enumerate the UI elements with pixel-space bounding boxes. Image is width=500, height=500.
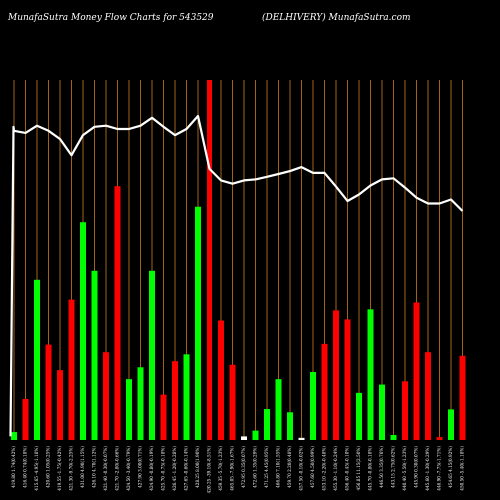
- x-tick-labels: 419.80 1.74(0.42%) 416.40 0.74(0.18%) 415.…: [11, 446, 465, 494]
- x-tick-label: 459.70 2.20(0.48%): [287, 446, 292, 488]
- bar: [367, 309, 374, 440]
- x-tick-label: 427.90 3.00(0.71%): [138, 446, 143, 488]
- x-tick-label: 457.50 -0.10(-0.02%): [299, 446, 304, 491]
- bar: [137, 367, 144, 440]
- x-tick-label: 420.25 -39.10(-8.51%): [207, 446, 212, 494]
- bar: [57, 370, 63, 440]
- bar: [413, 302, 420, 440]
- chart-header-left: MunafaSutra Money Flow Charts for 543529: [7, 13, 214, 23]
- bar: [287, 412, 293, 440]
- bar: [321, 343, 328, 440]
- bar: [264, 409, 270, 440]
- bar: [45, 344, 52, 440]
- bar: [91, 270, 98, 440]
- x-tick-label: 443.15 2.75(0.62%): [391, 446, 396, 488]
- x-tick-label: 421.40 -0.30(-0.07%): [103, 446, 108, 491]
- x-tick-label: 471.25 4.45(0.95%): [264, 446, 269, 488]
- x-tick-label: 421.30 -9.70(-2.25%): [69, 446, 74, 491]
- x-tick-label: 446.90 -7.75(-1.71%): [437, 446, 442, 491]
- x-tick-label: 427.65 -0.60(-0.14%): [184, 446, 189, 491]
- bar: [459, 355, 466, 440]
- bar: [275, 379, 282, 440]
- x-tick-label: 466.80 7.10(1.55%): [276, 446, 281, 488]
- price-line: [9, 114, 464, 437]
- bar: [448, 409, 454, 440]
- x-tick-label: 472.60 1.35(0.29%): [253, 446, 258, 488]
- bar: [379, 384, 385, 440]
- x-tick-label: 424.50 -3.40(-0.79%): [126, 446, 131, 491]
- bar: [229, 364, 236, 440]
- x-tick-label: 431.00 4.90(1.15%): [80, 446, 85, 488]
- bar: [298, 437, 305, 440]
- x-tick-label: 421.70 -2.80(-0.66%): [115, 446, 120, 491]
- x-tick-label: 419.80 1.74(0.42%): [11, 446, 16, 488]
- x-tick-label: 420.60 1.05(0.25%): [46, 446, 51, 488]
- x-tick-label: 450.50 -5.40(-1.18%): [460, 446, 465, 491]
- x-tick-label: 440.40 -5.50(-1.23%): [402, 446, 407, 491]
- bars: [11, 80, 466, 440]
- bar: [310, 371, 316, 440]
- bar: [22, 398, 29, 440]
- price-line-path: [9, 114, 464, 437]
- x-tick-label: 428.25 8.00(1.90%): [195, 446, 200, 488]
- x-tick-label: 415.65 -4.95(-1.18%): [34, 446, 39, 491]
- x-tick-label: 445.60 -1.30(-0.29%): [425, 446, 430, 491]
- bar: [402, 381, 408, 440]
- x-tick-label: 455.30 -1.10(-0.24%): [333, 446, 338, 491]
- bar: [207, 80, 212, 440]
- x-tick-label: 424.90 -0.80(-0.19%): [149, 446, 154, 491]
- x-tick-label: 416.40 0.74(0.18%): [23, 446, 28, 488]
- bar: [390, 434, 397, 440]
- bar: [195, 206, 201, 440]
- bar: [333, 310, 339, 440]
- chart-header-right: (DELHIVERY) MunafaSutra.com: [262, 12, 411, 23]
- x-tick-label: 472.95 0.35(0.07%): [241, 446, 246, 488]
- x-tick-label: 456.40 -0.45(-0.10%): [345, 446, 350, 491]
- bar: [68, 299, 75, 440]
- bar: [126, 379, 132, 440]
- x-tick-label: 454.65 4.15(0.92%): [448, 446, 453, 488]
- x-tick-label: 457.60 4.50(0.99%): [310, 446, 315, 488]
- x-tick-label: 446.50 3.35(0.76%): [379, 446, 384, 488]
- bar: [241, 436, 247, 440]
- x-tick-label: 426.45 -1.20(-0.28%): [172, 446, 177, 491]
- bar: [172, 361, 178, 440]
- x-tick-label: 426.10 4.70(1.12%): [92, 446, 97, 488]
- bar: [344, 319, 351, 440]
- x-tick-label: 445.90 0.30(0.07%): [414, 446, 419, 488]
- bar: [436, 437, 443, 440]
- x-tick-label: 456.85 11.15(2.50%): [356, 446, 361, 491]
- x-tick-label: 459.35 -5.70(-1.23%): [218, 446, 223, 491]
- bar: [356, 392, 362, 440]
- bar: [149, 270, 155, 440]
- x-tick-label: 419.55 -1.75(-0.42%): [57, 446, 62, 491]
- x-tick-label: 465.05 -7.90(-1.67%): [230, 446, 235, 491]
- x-tick-label: 425.70 -0.75(-0.18%): [161, 446, 166, 491]
- bar: [425, 352, 431, 440]
- bar: [218, 320, 224, 440]
- x-tick-label: 453.10 -2.20(-0.48%): [322, 446, 327, 491]
- bar: [80, 222, 86, 440]
- bar: [183, 354, 190, 440]
- bar: [160, 394, 167, 440]
- bar: [114, 186, 121, 440]
- bar: [252, 430, 259, 440]
- bar: [34, 279, 40, 440]
- bar: [103, 352, 109, 440]
- bar: [11, 432, 17, 440]
- x-tick-label: 445.70 -0.80(-0.18%): [368, 446, 373, 491]
